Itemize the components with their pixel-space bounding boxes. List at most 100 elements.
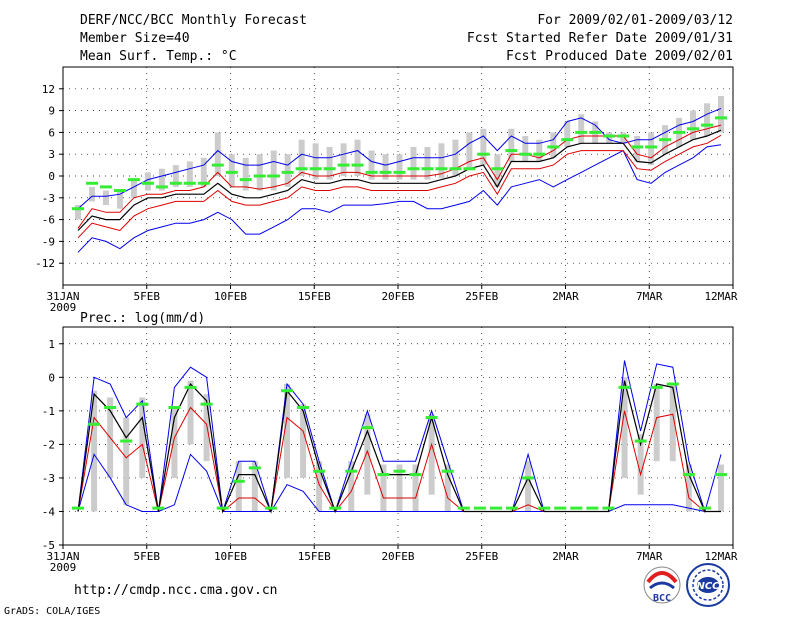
temperature-spread-bar (144, 172, 151, 191)
temperature-spread-bar (116, 190, 123, 209)
precipitation-climatology-mark (152, 506, 165, 510)
temperature-climatology-mark (113, 189, 126, 193)
precipitation-spread-bar (203, 394, 210, 462)
temperature-spread-bar (186, 161, 193, 187)
precipitation-climatology-mark (232, 479, 245, 483)
temperature-climatology-mark (477, 152, 490, 156)
temperature-spread-bar (564, 121, 571, 147)
precipitation-spread-bar (412, 464, 419, 512)
temperature-spread-bar (466, 132, 473, 169)
temperature-spread-bar (172, 165, 179, 187)
temperature-spread-bar (410, 146, 417, 180)
precipitation-y-tick-label: -2 (42, 438, 55, 451)
temperature-max-line (77, 144, 722, 253)
precipitation-x-tick-label: 12MAR (704, 550, 737, 563)
temperature-variable-label: Mean Surf. Temp.: °C (80, 49, 237, 64)
temperature-climatology-mark (449, 167, 462, 171)
source-url[interactable]: http://cmdp.ncc.cma.gov.cn (74, 583, 278, 598)
temperature-spread-bar (88, 186, 95, 202)
precipitation-climatology-mark (313, 469, 326, 473)
temperature-x-tick-label: 12MAR (704, 290, 737, 303)
precipitation-spread-bar (669, 384, 676, 462)
precipitation-x-tick-label: 20FEB (381, 550, 414, 563)
precipitation-x-tick-label: 15FEB (298, 550, 331, 563)
precipitation-spread-bar (396, 464, 403, 512)
temperature-climatology-mark (701, 123, 714, 127)
precipitation-spread-bar (364, 414, 371, 495)
precipitation-spread-bar (187, 380, 194, 445)
precipitation-spread-bar (91, 390, 98, 512)
temperature-climatology-mark (421, 167, 434, 171)
temperature-x-tick-label: 7MAR (636, 290, 663, 303)
precipitation-spread-bar (718, 464, 724, 512)
precipitation-climatology-mark (457, 506, 470, 510)
precipitation-climatology-mark (377, 473, 390, 477)
precipitation-grid (63, 327, 733, 546)
temperature-spread-bar (130, 179, 137, 198)
temperature-climatology-mark (169, 181, 182, 185)
precipitation-climatology-mark (345, 469, 358, 473)
precipitation-climatology-mark (184, 385, 197, 389)
precipitation-climatology-mark (489, 506, 502, 510)
temperature-climatology-mark (631, 145, 644, 149)
precipitation-spread-bar (123, 417, 130, 505)
temperature-spread-bar (354, 139, 361, 176)
forecast-period-label: For 2009/02/01-2009/03/12 (537, 13, 733, 28)
precipitation-spread-bar (235, 461, 242, 512)
precipitation-climatology-mark (634, 439, 647, 443)
precipitation-climatology-mark (506, 506, 519, 510)
precipitation-climatology-mark (682, 473, 695, 477)
precipitation-panel: -5 -4 -3 -2 -1 0 1 31JAN 5FEB 10FEB 15FEB 20FEB 25F… (42, 326, 738, 574)
temperature-spread-bar (102, 190, 109, 206)
refer-date-label: Fcst Started Refer Date 2009/01/31 (467, 31, 733, 46)
temperature-spread-bar (508, 128, 515, 162)
temperature-spread-bar (718, 96, 724, 133)
figure-title: DERF/NCC/BCC Monthly Forecast (80, 13, 307, 28)
temperature-spread-bar (424, 146, 431, 180)
precipitation-climatology-mark (666, 382, 679, 386)
precipitation-x-tick-label: 7MAR (636, 550, 663, 563)
precipitation-climatology-mark (538, 506, 551, 510)
temperature-y-tick-label: -12 (35, 257, 55, 270)
temperature-climatology-mark (309, 167, 322, 171)
precipitation-climatology-mark (441, 469, 454, 473)
precipitation-mean-line (77, 380, 721, 514)
temperature-climatology-mark (687, 127, 700, 131)
temperature-y-tick-label: 9 (48, 105, 55, 118)
temperature-climatology-mark (99, 185, 112, 189)
precipitation-climatology-mark (361, 426, 374, 430)
temperature-mean-line (77, 129, 722, 231)
temperature-climatology-mark (547, 145, 560, 149)
temperature-spread-bar (648, 132, 655, 166)
temperature-climatology-mark (463, 167, 476, 171)
temperature-y-tick-label: -6 (42, 214, 55, 227)
temperature-spread-bar (494, 154, 501, 187)
precipitation-x-tick-label: 5FEB (134, 550, 161, 563)
temperature-climatology-mark (225, 170, 238, 174)
precipitation-spread-bar (300, 404, 307, 478)
temperature-y-tick-label: 6 (48, 126, 55, 139)
temperature-panel: -12 -9 -6 -3 0 3 6 9 12 31JAN 5FEB 10FEB 15FEB 20FEB… (35, 66, 738, 314)
temperature-climatology-mark (393, 170, 406, 174)
precipitation-x-year-label: 2009 (50, 561, 77, 574)
temperature-spread-bar (396, 154, 403, 180)
temperature-x-year-label: 2009 (50, 301, 77, 314)
precipitation-climatology-mark (602, 506, 615, 510)
temperature-climatology-mark (197, 181, 210, 185)
temperature-x-tick-label: 25FEB (465, 290, 498, 303)
precipitation-x-tick-label: 25FEB (465, 550, 498, 563)
temperature-climatology-mark (617, 134, 630, 138)
precipitation-climatology-mark (473, 506, 486, 510)
temperature-climatology-mark (281, 170, 294, 174)
temperature-climatology-mark (211, 163, 224, 167)
temperature-climatology-mark (155, 185, 168, 189)
temperature-spread-bars (75, 96, 724, 220)
temperature-spread-bar (228, 154, 235, 187)
temperature-upper-line (77, 107, 722, 210)
bcc-logo-text: BCC (653, 593, 671, 604)
temperature-spread-bar (158, 168, 165, 191)
temperature-y-tick-label: -3 (42, 192, 55, 205)
temperature-spread-bar (382, 154, 389, 180)
temperature-climatology-mark (589, 130, 602, 134)
